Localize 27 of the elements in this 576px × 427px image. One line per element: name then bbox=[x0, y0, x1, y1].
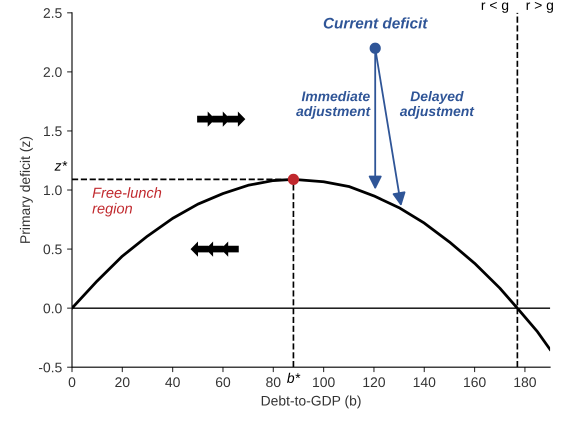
annotation: Immediate adjustment bbox=[296, 91, 371, 119]
x-tick-label: 160 bbox=[464, 377, 486, 388]
annotation: Free-lunch region bbox=[92, 187, 162, 216]
x-tick-label: 140 bbox=[414, 377, 436, 388]
y-tick-label: 1.0 bbox=[44, 185, 62, 196]
y-tick-label: 2.5 bbox=[44, 8, 62, 18]
text: r < g bbox=[482, 2, 508, 13]
y-tick-label: 0.0 bbox=[44, 303, 62, 314]
y-axis-title: Primary deficit (z) bbox=[20, 136, 33, 243]
text: r > g bbox=[526, 2, 553, 13]
x-tick-label: 60 bbox=[216, 377, 230, 388]
x-axis-title: Debt-to-GDP (b) bbox=[262, 395, 361, 408]
y-tick-label: 0.5 bbox=[44, 244, 62, 254]
x-tick-label: 0 bbox=[68, 377, 76, 388]
ref-line-label: b* bbox=[287, 372, 300, 383]
x-tick-label: 180 bbox=[514, 377, 536, 388]
annotation: Current deficit bbox=[324, 17, 428, 29]
x-tick-label: 20 bbox=[115, 377, 130, 388]
y-tick-label: 1.5 bbox=[44, 126, 62, 136]
x-tick-label: 120 bbox=[363, 377, 385, 388]
y-tick-label: -0.5 bbox=[38, 362, 62, 372]
y-tick-label: 2.0 bbox=[44, 67, 62, 78]
ref-line-label: z* bbox=[54, 161, 68, 171]
x-tick-label: 100 bbox=[313, 377, 335, 388]
x-tick-label: 80 bbox=[266, 377, 280, 388]
annotation: Delayed adjustment bbox=[400, 91, 474, 119]
x-tick-label: 40 bbox=[165, 377, 180, 388]
